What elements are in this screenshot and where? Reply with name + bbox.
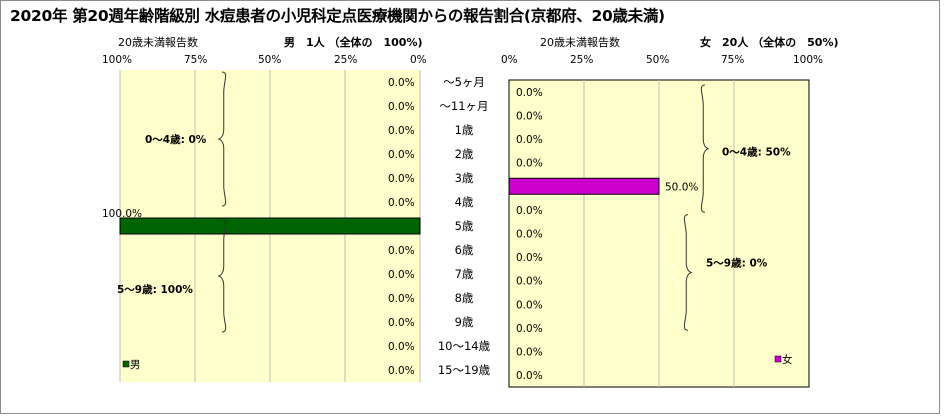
female-value-label: 0.0%: [516, 87, 543, 99]
left-xtick: 50%: [258, 54, 282, 66]
category-label: ～5ヶ月: [443, 75, 485, 89]
category-label: 15～19歳: [437, 363, 491, 377]
left-xtick: 75%: [184, 54, 208, 66]
left-age-group-label: 0～4歳: 0%: [145, 133, 207, 146]
left-subtitle-total: 男 1人 （全体の 100%): [284, 36, 423, 49]
category-label: 4歳: [454, 195, 474, 209]
male-value-label: 0.0%: [388, 197, 415, 209]
female-value-label: 0.0%: [516, 276, 543, 288]
left-xtick: 100%: [102, 54, 133, 66]
right-age-group-label: 0～4歳: 50%: [722, 146, 791, 159]
category-label: 8歳: [454, 291, 474, 305]
female-value-label: 50.0%: [665, 181, 698, 193]
male-legend-label: 男: [130, 359, 141, 371]
right-age-group-brace: [683, 214, 692, 331]
right-age-group-label: 5～9歳: 0%: [706, 257, 768, 270]
female-value-label: 0.0%: [516, 299, 543, 311]
category-label: ～11ヶ月: [439, 99, 489, 113]
left-xtick: 0%: [410, 54, 427, 66]
category-label: 7歳: [454, 267, 474, 281]
male-value-label: 0.0%: [388, 245, 415, 257]
male-value-label: 0.0%: [388, 293, 415, 305]
male-value-label: 100.0%: [102, 208, 142, 220]
female-legend-swatch: [774, 355, 782, 363]
male-value-label: 0.0%: [388, 341, 415, 353]
right-xtick: 100%: [793, 54, 824, 66]
female-legend-label: 女: [782, 353, 793, 366]
right-xtick: 75%: [721, 54, 745, 66]
female-value-label: 0.0%: [516, 134, 543, 146]
male-value-label: 0.0%: [388, 269, 415, 281]
male-value-label: 0.0%: [388, 365, 415, 377]
right-age-group-brace: [700, 84, 709, 213]
female-value-label: 0.0%: [516, 347, 543, 359]
female-bar: [508, 177, 660, 195]
female-value-label: 0.0%: [516, 370, 543, 382]
male-value-label: 0.0%: [388, 317, 415, 329]
male-value-label: 0.0%: [388, 77, 415, 89]
female-value-label: 0.0%: [516, 229, 543, 241]
male-value-label: 0.0%: [388, 173, 415, 185]
category-label: 1歳: [454, 123, 474, 137]
male-value-label: 0.0%: [388, 101, 415, 113]
right-xtick: 25%: [570, 54, 594, 66]
right-xtick: 0%: [501, 54, 518, 66]
category-label: 5歳: [454, 219, 474, 233]
male-bar: [119, 217, 421, 235]
left-age-group-label: 5～9歳: 100%: [117, 283, 193, 296]
category-label: 9歳: [454, 315, 474, 329]
right-xtick: 50%: [646, 54, 670, 66]
right-subtitle-total: 女 20人 （全体の 50%): [700, 36, 839, 49]
left-xtick: 25%: [334, 54, 358, 66]
right-subtitle-label: 20歳未満報告数: [540, 36, 620, 49]
left-age-group-brace: [218, 71, 227, 207]
left-age-group-brace: [218, 219, 227, 333]
left-subtitle-label: 20歳未満報告数: [118, 36, 198, 49]
category-label: 10～14歳: [437, 339, 491, 353]
female-value-label: 0.0%: [516, 205, 543, 217]
category-label: 2歳: [454, 147, 474, 161]
chart-title: 2020年 第20週年齢階級別 水痘患者の小児科定点医療機関からの報告割合(京都…: [10, 7, 665, 25]
female-value-label: 0.0%: [516, 323, 543, 335]
male-value-label: 0.0%: [388, 125, 415, 137]
male-legend-swatch: [122, 360, 130, 368]
category-label: 6歳: [454, 243, 474, 257]
female-value-label: 0.0%: [516, 158, 543, 170]
male-value-label: 0.0%: [388, 149, 415, 161]
category-label: 3歳: [454, 171, 474, 185]
female-value-label: 0.0%: [516, 110, 543, 122]
female-value-label: 0.0%: [516, 252, 543, 264]
